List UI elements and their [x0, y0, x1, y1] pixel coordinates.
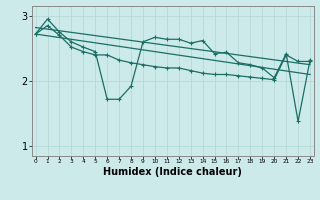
- X-axis label: Humidex (Indice chaleur): Humidex (Indice chaleur): [103, 167, 242, 177]
